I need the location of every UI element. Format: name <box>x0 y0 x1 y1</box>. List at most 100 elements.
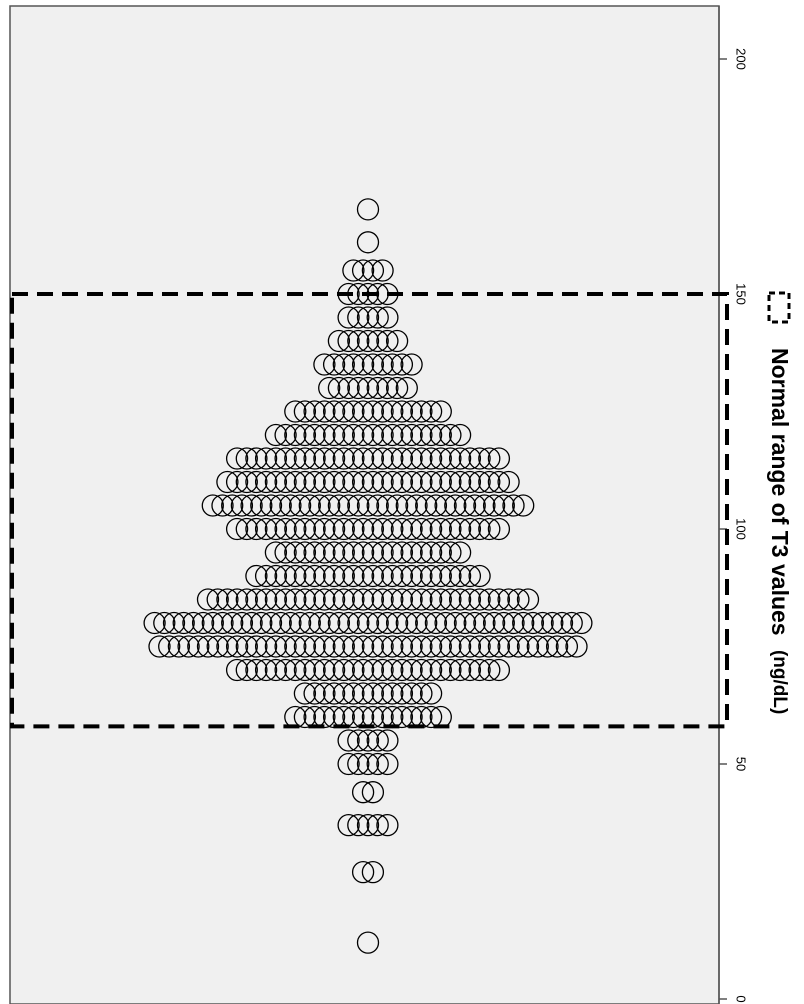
data-point <box>448 517 472 541</box>
data-point <box>448 447 472 470</box>
data-point <box>478 447 501 470</box>
data-point <box>366 813 389 837</box>
data-point <box>468 517 491 541</box>
data-point <box>463 494 486 517</box>
data-point <box>419 423 443 447</box>
data-point <box>332 635 355 658</box>
legend: Normal range of T3 values (ng/dL) <box>767 291 793 714</box>
data-point <box>293 400 317 423</box>
data-point <box>381 658 404 682</box>
data-point <box>424 494 448 517</box>
data-point <box>439 588 462 611</box>
data-point <box>332 564 355 588</box>
data-point <box>390 658 414 682</box>
data-point <box>332 353 355 376</box>
data-point <box>347 329 370 353</box>
data-point <box>381 682 404 705</box>
data-point <box>468 564 491 588</box>
data-point <box>254 635 278 658</box>
data-point <box>264 470 288 494</box>
data-point <box>478 635 501 658</box>
data-point <box>356 494 380 517</box>
data-point <box>342 541 365 564</box>
data-point <box>269 611 292 635</box>
data-point <box>196 635 220 658</box>
data-point <box>439 470 462 494</box>
data-point <box>410 588 433 611</box>
data-point <box>507 635 530 658</box>
data-point <box>419 517 443 541</box>
data-point <box>172 611 195 635</box>
data-point <box>458 564 482 588</box>
data-point <box>303 635 326 658</box>
data-point <box>356 198 380 221</box>
data-point <box>356 729 380 752</box>
data-point <box>351 682 375 705</box>
data-point <box>313 588 336 611</box>
data-point <box>507 588 530 611</box>
data-point <box>376 813 399 837</box>
data-point <box>429 400 452 423</box>
data-point <box>361 517 385 541</box>
data-point <box>351 517 375 541</box>
data-point <box>415 494 438 517</box>
data-point <box>332 447 355 470</box>
tick-label: 0 <box>734 995 749 1002</box>
data-point <box>264 588 288 611</box>
data-point <box>322 447 346 470</box>
data-point <box>555 635 579 658</box>
data-point <box>376 306 399 329</box>
data-point <box>322 588 346 611</box>
data-point <box>487 447 511 470</box>
data-point <box>293 705 317 729</box>
data-point <box>570 611 593 635</box>
data-point <box>478 470 501 494</box>
data-point <box>245 447 268 470</box>
data-point <box>313 564 336 588</box>
data-point <box>400 564 423 588</box>
data-point <box>410 541 433 564</box>
data-point <box>318 494 341 517</box>
data-point <box>177 635 200 658</box>
data-points <box>143 198 593 954</box>
data-point <box>366 752 389 776</box>
data-point <box>206 588 229 611</box>
data-point <box>351 470 375 494</box>
data-point <box>313 635 336 658</box>
data-point <box>376 729 399 752</box>
data-point <box>313 353 336 376</box>
data-point <box>162 611 186 635</box>
data-point <box>284 564 307 588</box>
data-point <box>381 588 404 611</box>
data-point <box>322 470 346 494</box>
data-point <box>225 447 249 470</box>
data-point <box>158 635 181 658</box>
data-point <box>342 682 365 705</box>
data-point <box>264 541 288 564</box>
data-point <box>385 611 409 635</box>
data-point <box>371 447 394 470</box>
data-point <box>390 705 414 729</box>
data-point <box>560 611 583 635</box>
data-point <box>385 376 409 400</box>
data-point <box>327 611 351 635</box>
data-point <box>371 705 394 729</box>
data-point <box>487 658 511 682</box>
data-point <box>264 423 288 447</box>
data-point <box>361 635 385 658</box>
data-point <box>308 494 331 517</box>
data-point <box>356 231 380 254</box>
data-point <box>473 611 496 635</box>
data-point <box>419 400 443 423</box>
data-point <box>211 494 234 517</box>
data-point <box>390 400 414 423</box>
data-point <box>356 813 380 837</box>
tick-label: 100 <box>734 518 749 540</box>
data-point <box>201 494 224 517</box>
data-point <box>293 682 317 705</box>
data-point <box>385 494 409 517</box>
data-point <box>361 400 385 423</box>
data-point <box>487 470 511 494</box>
data-point <box>308 611 331 635</box>
data-point <box>342 517 365 541</box>
